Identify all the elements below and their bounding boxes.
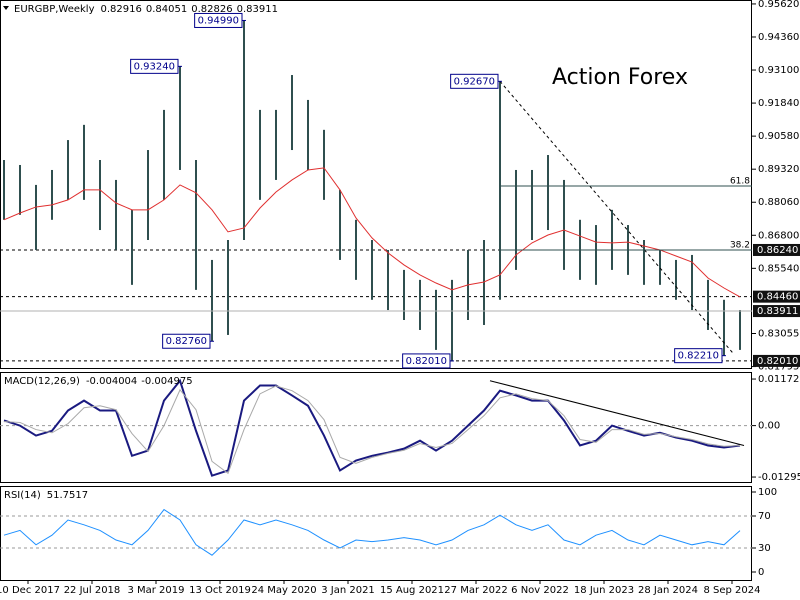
fib-label: 38.2 bbox=[730, 240, 750, 250]
x-tick-label: 3 Jan 2021 bbox=[321, 585, 375, 596]
x-tick-label: 3 Mar 2019 bbox=[127, 585, 184, 596]
x-tick-label: 13 Oct 2019 bbox=[189, 585, 251, 596]
y-tick-label: 0.94360 bbox=[758, 32, 799, 43]
y-tick-label: 0.90580 bbox=[758, 131, 799, 142]
y-tick-label: 0.95620 bbox=[758, 0, 799, 10]
x-tick-label: 6 Nov 2022 bbox=[511, 585, 569, 596]
x-tick-label: 27 Mar 2022 bbox=[444, 585, 507, 596]
header-value: 0.83911 bbox=[237, 4, 278, 15]
y-tick-label: 0.86800 bbox=[758, 230, 799, 241]
rsi-panel bbox=[0, 486, 752, 581]
header-value: -0.004975 bbox=[141, 376, 192, 387]
header-value: 0.82916 bbox=[101, 4, 142, 15]
y-tick-label: 0.00 bbox=[758, 421, 780, 432]
x-tick-label: 22 Jul 2018 bbox=[64, 585, 121, 596]
x-tick-label: 8 Sep 2024 bbox=[703, 585, 760, 596]
x-tick-label: 24 May 2020 bbox=[251, 585, 316, 596]
callout-label: 0.82010 bbox=[406, 356, 447, 367]
header-value: 0.82826 bbox=[191, 4, 232, 15]
y-tick-label: 100 bbox=[758, 487, 777, 498]
price-panel bbox=[0, 0, 752, 369]
panel-title: MACD(12,26,9) bbox=[4, 376, 80, 387]
x-tick-label: 10 Dec 2017 bbox=[0, 585, 60, 596]
indicator-line bbox=[3, 385, 741, 475]
callout-label: 0.93240 bbox=[134, 61, 175, 72]
panel-title: EURGBP,Weekly bbox=[14, 4, 95, 15]
price-tag-label: 0.83911 bbox=[757, 306, 798, 317]
macd-panel bbox=[0, 372, 752, 483]
header-value: 0.84051 bbox=[146, 4, 187, 15]
plot-area bbox=[0, 378, 752, 477]
price-tag bbox=[753, 290, 800, 303]
y-tick-label: -0.012951 bbox=[758, 472, 800, 483]
indicator-line bbox=[3, 508, 741, 556]
y-tick-label: 70 bbox=[758, 511, 771, 522]
price-tag bbox=[753, 305, 800, 318]
plot-area bbox=[0, 508, 752, 556]
y-tick-label: 0.011727 bbox=[758, 374, 800, 385]
moving-average bbox=[3, 167, 741, 298]
price-tag-label: 0.86240 bbox=[757, 245, 798, 256]
y-tick-label: 0.89320 bbox=[758, 164, 799, 175]
panel-title: RSI(14) bbox=[4, 490, 41, 501]
trendline bbox=[489, 380, 745, 446]
header-value: -0.004004 bbox=[86, 376, 137, 387]
header-value: 51.7517 bbox=[47, 490, 88, 501]
indicator-line bbox=[3, 378, 741, 477]
x-tick-label: 15 Aug 2021 bbox=[380, 585, 444, 596]
y-tick-label: 0.91840 bbox=[758, 98, 799, 109]
y-tick-label: 30 bbox=[758, 543, 771, 554]
collapse-icon bbox=[3, 6, 9, 10]
watermark: Action Forex bbox=[552, 65, 688, 90]
price-tag-label: 0.82010 bbox=[757, 356, 798, 367]
x-tick-label: 18 Jun 2023 bbox=[574, 585, 634, 596]
price-tag bbox=[753, 354, 800, 367]
x-tick-label: 28 Jan 2024 bbox=[638, 585, 698, 596]
y-tick-label: 0.93100 bbox=[758, 65, 799, 76]
fib-label: 61.8 bbox=[730, 176, 750, 186]
callout-label: 0.82210 bbox=[678, 351, 719, 362]
y-tick-label: 0.88060 bbox=[758, 197, 799, 208]
plot-area bbox=[0, 20, 752, 362]
y-tick-label: 0.85540 bbox=[758, 263, 799, 274]
y-tick-label: 0.83055 bbox=[758, 329, 799, 340]
callout-label: 0.82760 bbox=[166, 336, 207, 347]
callout-label: 0.94990 bbox=[198, 15, 239, 26]
y-tick-label: 0 bbox=[758, 567, 764, 578]
price-tag-label: 0.84460 bbox=[757, 292, 798, 303]
price-tag bbox=[753, 243, 800, 256]
y-tick-label: 0.81795 bbox=[758, 362, 799, 373]
callout-label: 0.92670 bbox=[454, 76, 495, 87]
